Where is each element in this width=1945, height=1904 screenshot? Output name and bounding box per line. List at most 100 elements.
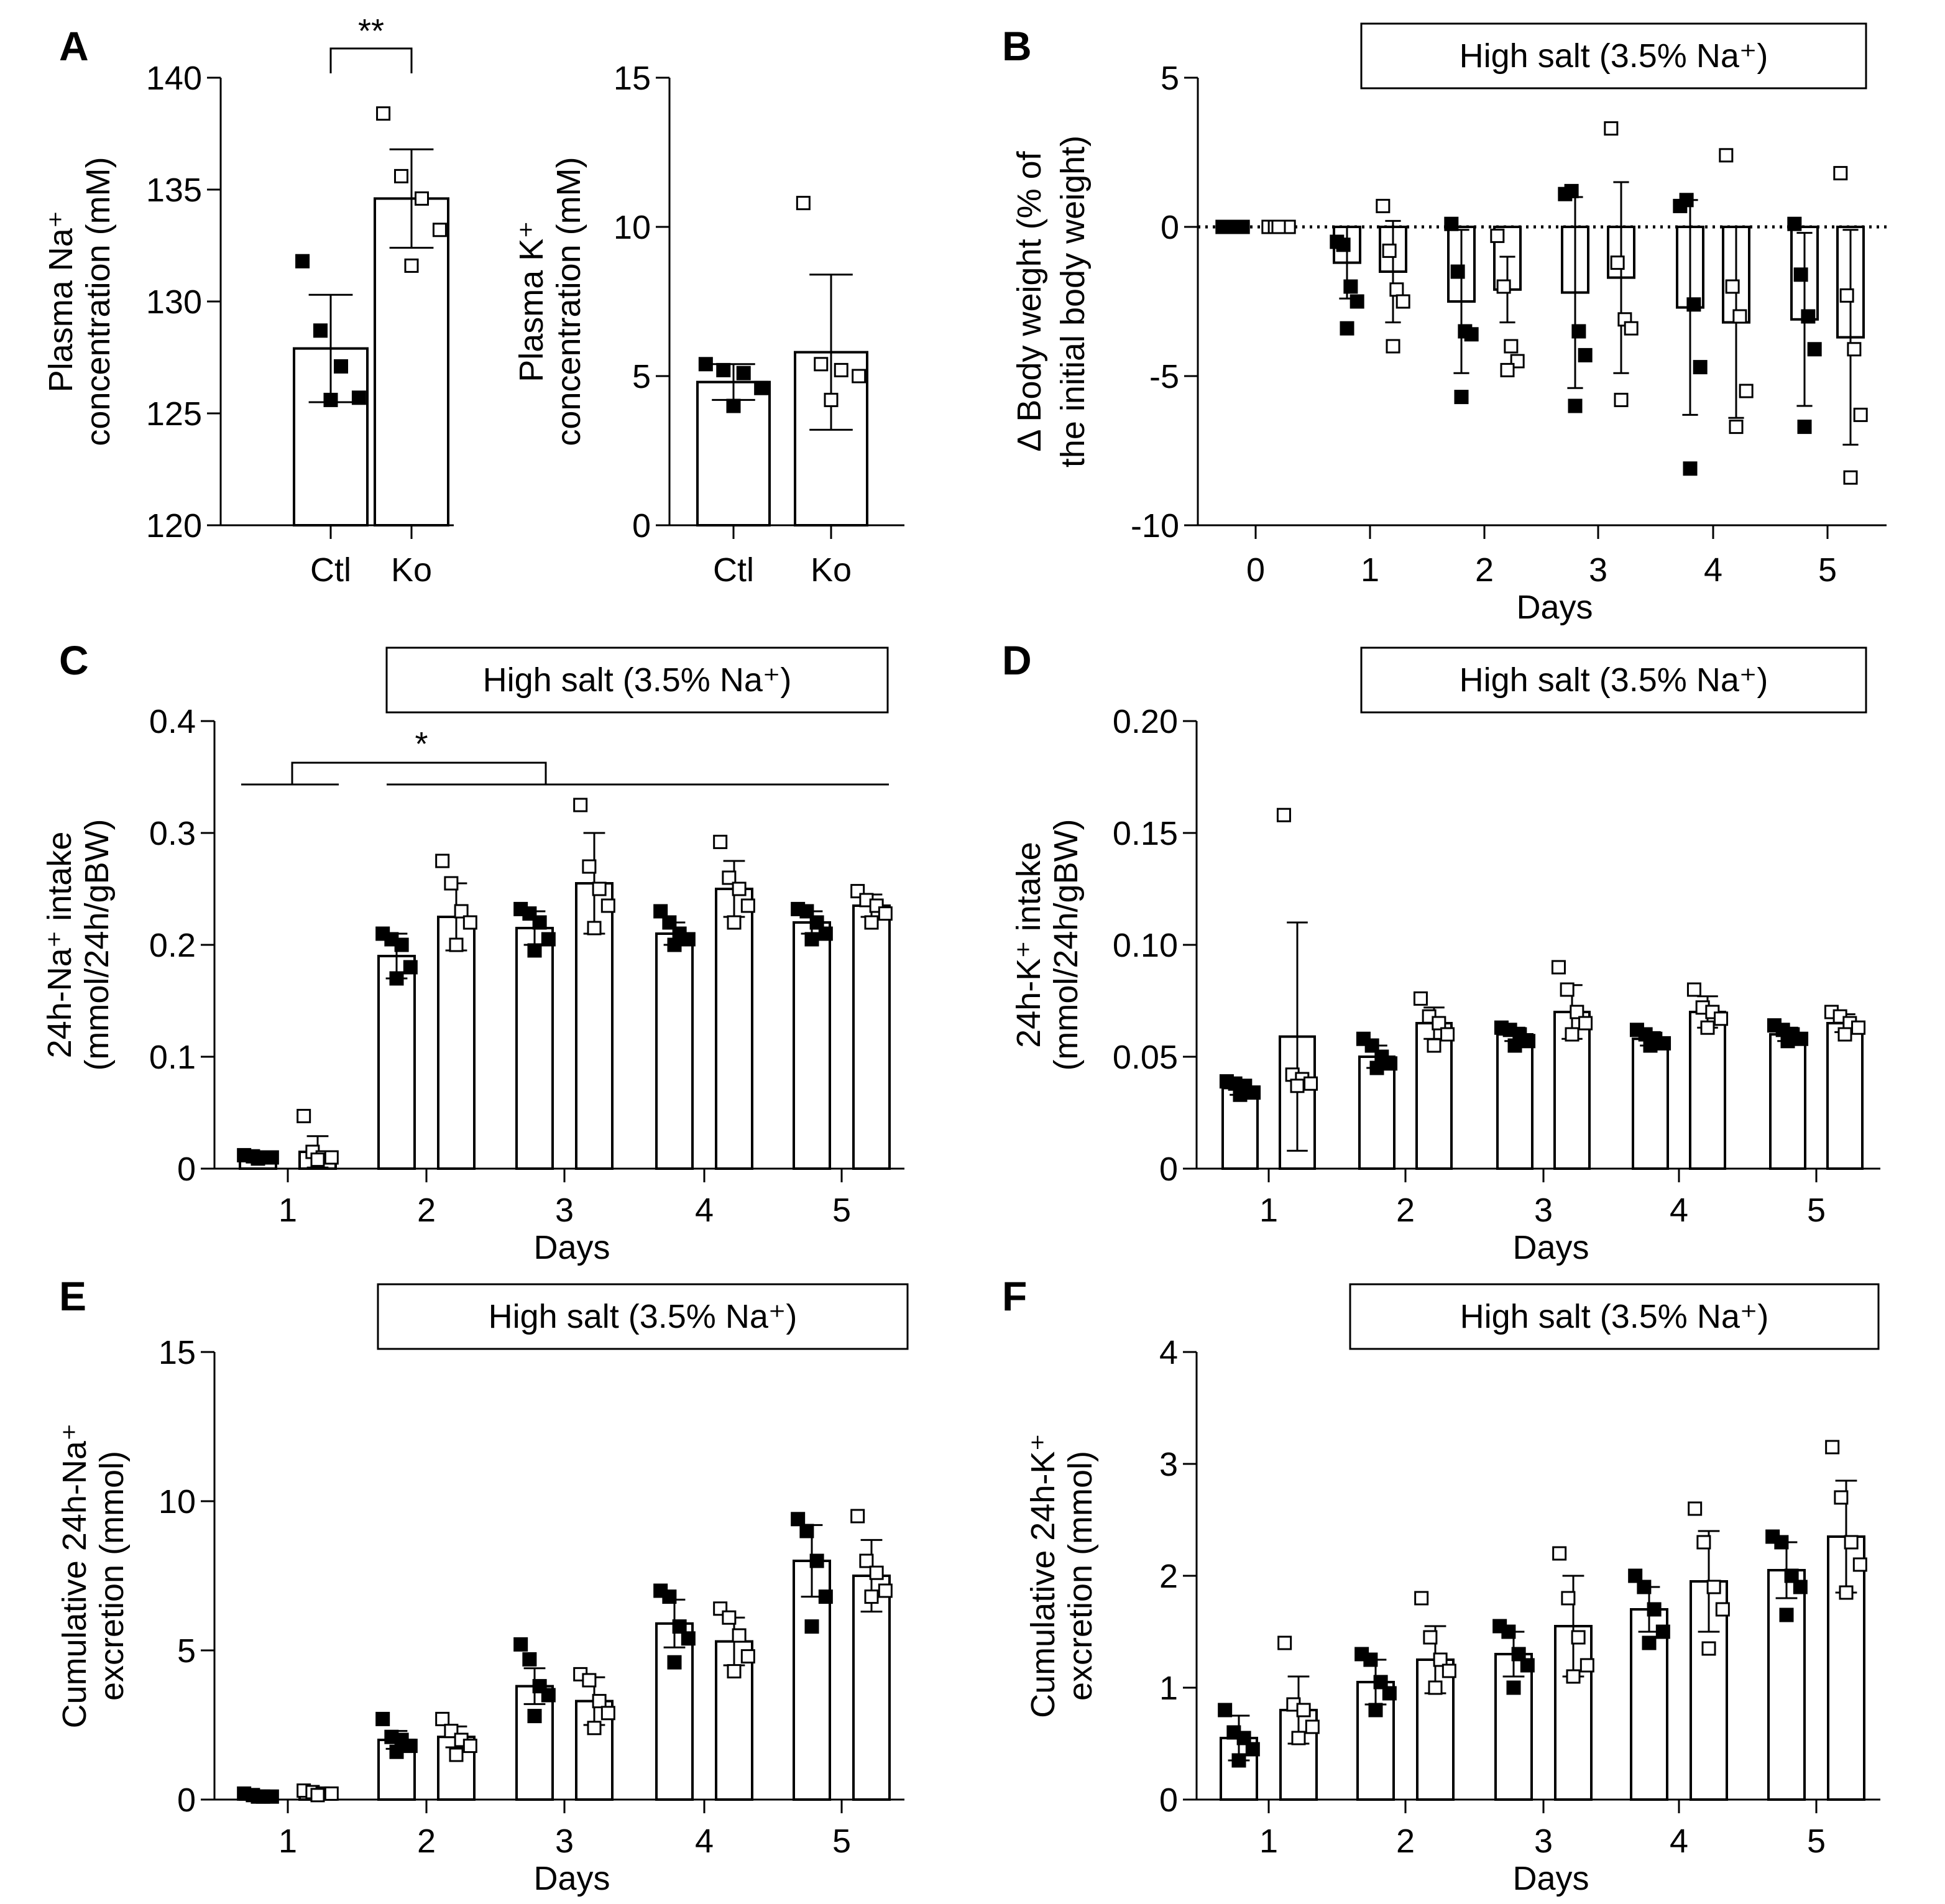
- data-point-ctl: [1450, 264, 1465, 279]
- data-point-ko: [1833, 166, 1848, 181]
- y-tick-label: 0: [177, 1782, 196, 1819]
- data-point-ko: [324, 1786, 339, 1801]
- chart-a1-plasma-na: 120 125 130 135 140 Plasma Na⁺ concentration (…: [42, 12, 454, 589]
- banner-e-text: High salt (3.5% Na⁺): [489, 1298, 798, 1335]
- banner-c-text: High salt (3.5% Na⁺): [483, 661, 792, 699]
- data-point-ko: [1490, 228, 1505, 243]
- data-point-ctl: [1571, 324, 1586, 339]
- banner-c: High salt (3.5% Na⁺): [385, 646, 889, 714]
- data-point-ko: [1427, 1038, 1442, 1053]
- panel-label-c: C: [59, 637, 89, 683]
- data-point-ctl: [527, 1709, 542, 1724]
- data-point-ko: [1414, 1591, 1429, 1606]
- data-point-ko: [1739, 384, 1754, 398]
- x-tick-label: 5: [1807, 1823, 1826, 1860]
- y-axis-label: Plasma Na⁺: [42, 211, 80, 393]
- data-point-ko: [1570, 1005, 1584, 1019]
- y-tick-label: 1: [1159, 1670, 1178, 1707]
- data-point-ko: [462, 1739, 477, 1754]
- data-point-ctl: [799, 904, 814, 919]
- data-point-ctl: [818, 1589, 833, 1604]
- data-point-ko: [1714, 1011, 1729, 1026]
- data-point-ctl: [251, 1789, 265, 1804]
- data-point-ctl: [1774, 1535, 1789, 1550]
- data-point-ctl: [1506, 1680, 1521, 1695]
- y-tick-label: 5: [632, 358, 651, 395]
- x-tick-label: 3: [1534, 1823, 1553, 1860]
- x-tick-label: 1: [1361, 551, 1379, 589]
- data-point-ko: [1578, 1016, 1593, 1031]
- y-tick-label: 0.05: [1113, 1039, 1178, 1076]
- y-tick-label: 0.3: [149, 815, 196, 852]
- y-tick-label: 5: [1161, 60, 1179, 97]
- data-point-ctl: [1779, 1607, 1794, 1622]
- data-point-ko: [1305, 1719, 1320, 1734]
- data-point-ctl: [1343, 279, 1358, 294]
- data-point-ko: [449, 1747, 464, 1762]
- data-point-ko: [600, 898, 615, 913]
- x-axis-label: Days: [533, 1229, 610, 1266]
- data-point-ko: [376, 106, 391, 121]
- data-point-ctl: [323, 392, 338, 407]
- data-point-ko: [740, 1649, 755, 1664]
- data-point-ko: [1552, 1546, 1567, 1561]
- x-tick-label: 0: [1246, 551, 1265, 589]
- y-tick-label: 15: [159, 1334, 196, 1371]
- data-point-ctl: [667, 1655, 682, 1670]
- data-point-ctl: [1521, 1034, 1536, 1049]
- banner-f-text: High salt (3.5% Na⁺): [1460, 1298, 1769, 1335]
- data-point-ko: [432, 223, 447, 237]
- significance-bracket: [329, 47, 413, 73]
- data-point-ko: [1389, 282, 1404, 297]
- data-point-ko: [324, 1150, 339, 1165]
- data-point-ctl: [1336, 237, 1351, 252]
- data-point-ctl: [791, 1512, 806, 1527]
- x-tick-label: 1: [278, 1823, 297, 1860]
- data-point-ctl: [1236, 1731, 1251, 1745]
- y-tick-label: 130: [146, 283, 202, 321]
- y-tick-label: 5: [177, 1632, 196, 1670]
- chart-c-na-intake: 0 0.1 0.2 0.3 0.4 24h-Na⁺ intake (mmol/24h/gBW…: [41, 703, 904, 1266]
- data-point-ko: [852, 369, 867, 384]
- y-tick-label: 0: [1159, 1782, 1178, 1819]
- data-point-ctl: [403, 1739, 418, 1754]
- y-axis-label: concentration (mM): [80, 157, 117, 446]
- bar-ctl: [1632, 1037, 1669, 1170]
- data-point-ko: [1688, 1501, 1703, 1516]
- y-tick-label: 0.1: [149, 1039, 196, 1076]
- data-point-ctl: [667, 937, 682, 952]
- data-point-ctl: [818, 926, 833, 941]
- x-tick-label: 2: [1396, 1823, 1415, 1860]
- data-point-ctl: [1793, 1580, 1808, 1594]
- significance-marker: **: [358, 12, 384, 50]
- y-tick-label: 125: [146, 395, 202, 433]
- bar-ctl: [1769, 1033, 1806, 1170]
- y-tick-label: 15: [614, 60, 651, 97]
- data-point-ko: [415, 191, 430, 206]
- x-tick-label: 1: [278, 1192, 297, 1229]
- data-point-ctl: [653, 904, 668, 919]
- significance-bracket: [291, 761, 547, 784]
- data-point-ko: [592, 881, 607, 896]
- data-point-ko: [587, 921, 602, 936]
- data-point-ko: [310, 1788, 325, 1803]
- data-point-ko: [454, 904, 469, 919]
- data-point-ko: [1686, 982, 1701, 997]
- y-tick-label: -10: [1131, 507, 1179, 545]
- data-point-ko: [1700, 1020, 1715, 1035]
- data-point-ctl: [1787, 216, 1802, 231]
- data-point-ctl: [1383, 1056, 1398, 1071]
- data-point-ko: [732, 1628, 747, 1643]
- data-point-ctl: [1507, 1038, 1522, 1053]
- data-point-ctl: [698, 357, 713, 372]
- chart-b-body-weight: -10 -5 0 5 Δ Body weight (% of the initial bo…: [1011, 60, 1887, 626]
- data-point-ctl: [1679, 193, 1694, 208]
- data-point-ko: [1834, 1490, 1849, 1505]
- chart-f-k-excretion: 0 1 2 3 4 Cumulative 24h-K⁺ excretion (mmol) 1 2…: [1024, 1334, 1880, 1897]
- panel-label-a: A: [59, 23, 89, 69]
- data-point-ko: [582, 1673, 597, 1688]
- data-point-ctl: [522, 1652, 537, 1667]
- data-point-ko: [1610, 255, 1625, 270]
- data-point-ctl: [264, 1150, 279, 1165]
